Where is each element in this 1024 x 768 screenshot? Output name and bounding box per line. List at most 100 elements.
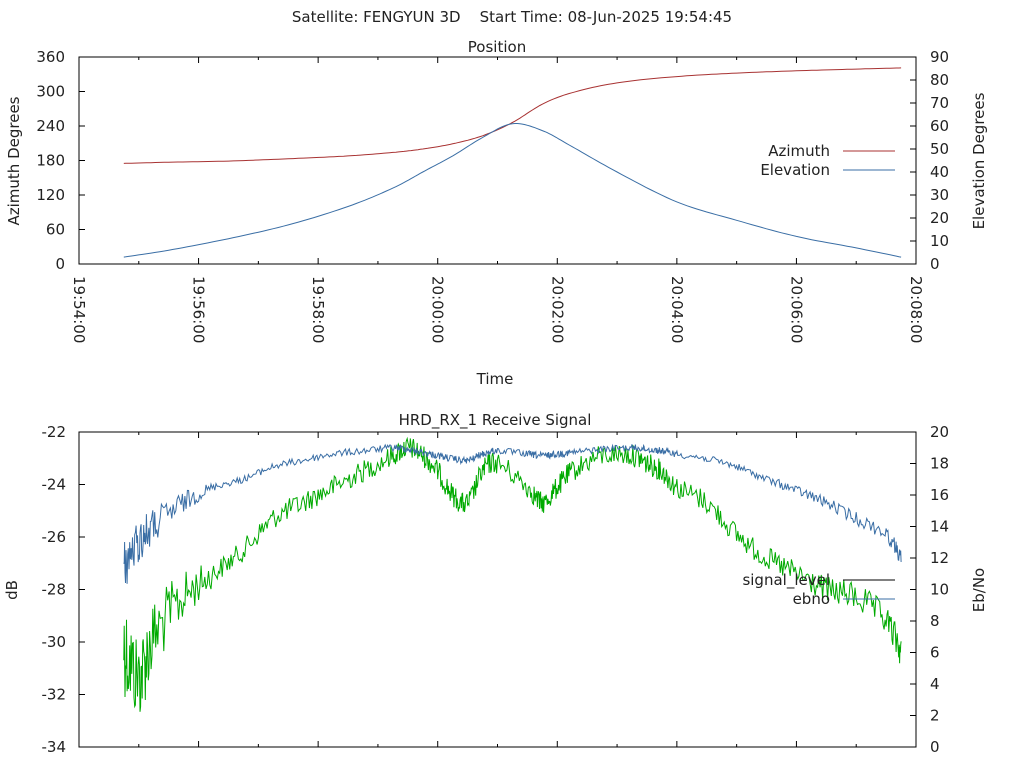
position-y2-tick: 30 — [910, 186, 949, 204]
signal-y2-tick-label: 14 — [930, 518, 949, 536]
position-x-tick-label: 20:08:00 — [907, 276, 925, 343]
signal-y2-tick: 10 — [910, 581, 949, 599]
series-line-elevation — [123, 123, 902, 258]
position-y-tick: 60 — [46, 221, 85, 239]
signal-y-tick-label: -32 — [42, 686, 67, 704]
legend-label-azimuth: Azimuth — [768, 142, 830, 160]
signal-y2-tick: 18 — [910, 455, 949, 473]
signal-y2-tick-label: 18 — [930, 455, 949, 473]
position-y-tick: 0 — [55, 255, 85, 273]
position-x-tick-label: 19:58:00 — [309, 276, 327, 343]
position-chart-title: Position — [468, 38, 526, 56]
position-y-tick-label: 120 — [36, 186, 65, 204]
signal-y-tick-label: -22 — [42, 423, 67, 441]
signal-y-tick: -34 — [42, 738, 85, 756]
receive-signal-legend: signal_level ebno — [742, 571, 895, 608]
position-x-tick: 19:56:00 — [190, 57, 208, 343]
position-y-tick-label: 300 — [36, 83, 65, 101]
position-y-tick-label: 60 — [46, 221, 65, 239]
signal-y2-tick-label: 0 — [930, 738, 940, 756]
series-line-ebno — [123, 443, 902, 584]
signal-y2-tick: 14 — [910, 518, 949, 536]
signal-y-tick: -30 — [42, 633, 85, 651]
position-x-tick-label: 20:00:00 — [429, 276, 447, 343]
receive-signal-axis-ticks: -34 -32 -30 -28 -26 -24 -22 0 2 4 6 8 10 12 14 16 18 20 — [42, 423, 950, 756]
signal-y-tick-label: -24 — [42, 476, 67, 494]
position-y2-tick: 60 — [910, 117, 949, 135]
signal-y-tick-label: -34 — [42, 738, 67, 756]
position-y-tick-label: 360 — [36, 48, 65, 66]
position-y2-tick-label: 80 — [930, 71, 949, 89]
position-x-tick: 20:06:00 — [787, 57, 805, 343]
position-y2-tick-label: 40 — [930, 163, 949, 181]
signal-y2-tick: 8 — [910, 612, 940, 630]
receive-signal-plot-frame — [78, 431, 917, 748]
receive-signal-chart: HRD_RX_1 Receive Signal -34-32-30-28-26-… — [3, 411, 988, 756]
signal-y-tick-label: -28 — [42, 581, 67, 599]
position-chart: Position 0 60 120 180 240 300 360 0 10 20 30 40 50 60… — [5, 38, 988, 388]
signal-y2-tick: 12 — [910, 549, 949, 567]
position-x-tick: 20:04:00 — [668, 57, 686, 343]
signal-y2-tick-label: 2 — [930, 707, 940, 725]
signal-y2-tick: 6 — [910, 644, 940, 662]
signal-y2-tick-label: 8 — [930, 612, 940, 630]
signal-y-tick-label: -26 — [42, 528, 67, 546]
position-y2-tick: 0 — [910, 255, 940, 273]
position-x-tick: 20:08:00 — [907, 57, 925, 343]
position-series-lines — [123, 67, 902, 258]
position-y-tick: 180 — [36, 152, 85, 170]
series-line-signal-level — [123, 436, 902, 712]
position-legend: Azimuth Elevation — [760, 142, 895, 179]
receive-signal-series-lines — [123, 436, 902, 712]
signal-y2-tick-label: 10 — [930, 581, 949, 599]
position-y2-tick-label: 20 — [930, 209, 949, 227]
position-y2-tick-label: 50 — [930, 140, 949, 158]
position-y2-tick-label: 60 — [930, 117, 949, 135]
signal-y2-tick: 0 — [910, 738, 940, 756]
signal-y2-tick-label: 20 — [930, 423, 949, 441]
page-title: Satellite: FENGYUN 3D Start Time: 08-Jun… — [292, 8, 732, 26]
position-y-axis-label: Azimuth Degrees — [5, 96, 23, 225]
signal-y-tick: -28 — [42, 581, 85, 599]
signal-y2-tick: 2 — [910, 707, 940, 725]
receive-signal-y2-axis-label: Eb/No — [970, 568, 988, 612]
position-y2-tick: 80 — [910, 71, 949, 89]
legend-label-elevation: Elevation — [760, 161, 830, 179]
position-y2-tick-label: 90 — [930, 48, 949, 66]
position-x-tick: 20:02:00 — [548, 57, 566, 343]
position-x-tick-label: 19:56:00 — [190, 276, 208, 343]
signal-y2-tick: 4 — [910, 675, 940, 693]
signal-y-tick: -22 — [42, 423, 85, 441]
position-y2-tick: 90 — [910, 48, 949, 66]
position-y-tick: 360 — [36, 48, 85, 66]
position-y2-tick-label: 30 — [930, 186, 949, 204]
signal-y-tick: -26 — [42, 528, 85, 546]
position-y2-tick: 50 — [910, 140, 949, 158]
receive-signal-y-axis-label: dB — [3, 580, 21, 600]
position-y2-tick: 70 — [910, 94, 949, 112]
position-y2-axis-label: Elevation Degrees — [970, 92, 988, 229]
position-y2-tick: 20 — [910, 209, 949, 227]
position-x-tick: 19:54:00 — [70, 57, 88, 343]
signal-y2-tick: 20 — [910, 423, 949, 441]
signal-y-tick: -24 — [42, 476, 85, 494]
position-y2-tick-label: 10 — [930, 232, 949, 250]
position-x-axis-label: Time — [476, 370, 514, 388]
legend-label-signal-level: signal_level — [742, 571, 830, 590]
position-y2-tick-label: 70 — [930, 94, 949, 112]
position-x-tick: 19:58:00 — [309, 57, 327, 343]
position-y-tick: 240 — [36, 117, 85, 135]
series-line-azimuth — [123, 67, 902, 164]
legend-label-ebno: ebno — [793, 590, 830, 608]
position-y-tick: 300 — [36, 83, 85, 101]
position-x-tick-label: 20:04:00 — [668, 276, 686, 343]
signal-y2-tick: 16 — [910, 486, 949, 504]
position-x-tick-label: 20:02:00 — [548, 276, 566, 343]
position-y2-tick-label: 0 — [930, 255, 940, 273]
position-x-tick: 20:00:00 — [429, 57, 447, 343]
position-axis-ticks: 0 60 120 180 240 300 360 0 10 20 30 40 50 60 70 80 90 19:… — [36, 48, 949, 343]
position-y2-tick: 10 — [910, 232, 949, 250]
signal-y2-tick-label: 16 — [930, 486, 949, 504]
signal-y-tick-label: -30 — [42, 633, 67, 651]
